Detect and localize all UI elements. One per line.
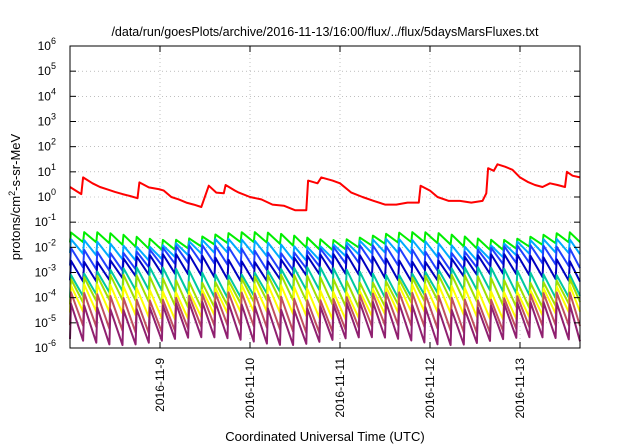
y-tick-label: 10-5 — [35, 313, 56, 330]
x-axis-label: Coordinated Universal Time (UTC) — [225, 429, 424, 444]
x-tick-label: 2016-11-13 — [513, 358, 527, 419]
series-line — [69, 231, 581, 251]
y-tick-label: 102 — [38, 137, 56, 154]
ticks: 10-6 10-5 10-4 10-3 10-2 10-1 100 101 102 103 104 1… — [35, 36, 580, 419]
x-tick-label: 2016-11-11 — [333, 358, 347, 418]
y-tick-label: 101 — [38, 162, 56, 179]
y-tick-label: 106 — [38, 36, 56, 53]
y-axis-label-superscript: 2 — [7, 191, 17, 196]
series-line — [69, 253, 581, 283]
grid — [70, 46, 580, 348]
y-tick-label: 10-6 — [35, 338, 56, 355]
x-tick-label: 2016-11-12 — [423, 358, 437, 419]
series-line — [69, 266, 581, 299]
series-line — [69, 301, 581, 347]
y-axis-label: protons/cm2-s-sr-MeV — [7, 133, 23, 260]
series-line — [69, 283, 581, 321]
y-tick-label: 105 — [38, 61, 56, 78]
series-line — [69, 291, 581, 335]
y-tick-label: 103 — [38, 112, 56, 129]
y-tick-label: 100 — [38, 187, 56, 204]
y-axis-label-suffix: -s-sr-MeV — [8, 133, 23, 190]
series-layer — [69, 163, 581, 347]
series-line — [69, 273, 581, 309]
series-line — [69, 163, 581, 212]
y-tick-label: 104 — [38, 86, 56, 103]
x-tick-label: 2016-11-9 — [153, 358, 167, 412]
y-tick-label: 10-1 — [35, 212, 56, 229]
x-tick-label: 2016-11-10 — [243, 358, 257, 419]
y-tick-label: 10-4 — [35, 288, 56, 305]
chart-title: /data/run/goesPlots/archive/2016-11-13/1… — [111, 25, 539, 39]
series-line — [69, 237, 581, 262]
y-tick-label: 10-3 — [35, 263, 56, 280]
y-tick-label: 10-2 — [35, 237, 56, 254]
y-axis-label-prefix: protons/cm — [8, 196, 23, 260]
series-line — [69, 244, 581, 272]
svg-text:protons/cm2-s-sr-MeV: protons/cm2-s-sr-MeV — [7, 133, 23, 260]
